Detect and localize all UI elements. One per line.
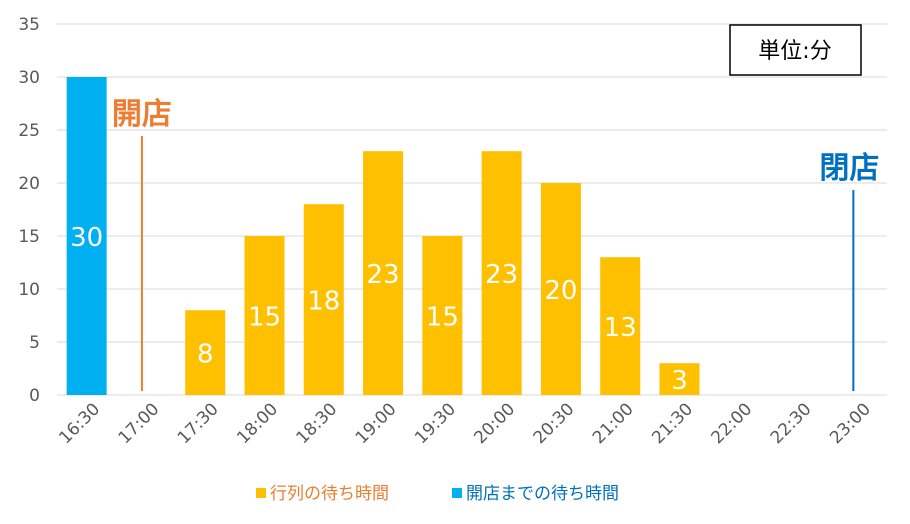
x-tick-label: 19:30	[411, 399, 460, 448]
bar	[659, 363, 700, 395]
x-tick-label: 21:00	[589, 399, 638, 448]
x-tick-label: 21:30	[648, 399, 697, 448]
bar-data-label: 15	[248, 303, 281, 333]
x-tick-label: 18:30	[293, 399, 342, 448]
legend-swatch	[256, 488, 266, 498]
legend-swatch	[452, 488, 462, 498]
y-tick-label: 25	[18, 121, 40, 141]
bar	[481, 151, 522, 395]
x-tick-label: 20:30	[530, 399, 579, 448]
bar	[600, 257, 641, 395]
annotation-label: 閉店	[819, 151, 879, 186]
bar-data-label: 23	[485, 260, 518, 290]
x-tick-label: 17:30	[174, 399, 223, 448]
x-tick-label: 18:00	[233, 399, 282, 448]
unit-box	[729, 24, 862, 76]
annotation-label: 開店	[112, 97, 172, 132]
bar	[363, 151, 404, 395]
bar	[540, 183, 581, 395]
y-tick-label: 0	[29, 386, 40, 406]
bar-data-label: 15	[426, 303, 459, 333]
bar	[244, 236, 285, 395]
x-tick-label: 19:00	[352, 399, 401, 448]
bar	[66, 77, 107, 395]
legend-label: 行列の待ち時間	[270, 484, 389, 504]
bar	[303, 204, 344, 395]
bar-data-label: 18	[307, 287, 340, 317]
y-tick-label: 30	[18, 68, 40, 88]
bar-data-label: 8	[197, 340, 214, 370]
x-tick-label: 22:00	[708, 399, 757, 448]
bar-data-label: 20	[544, 276, 577, 306]
x-tick-label: 20:00	[470, 399, 519, 448]
bar-data-label: 23	[367, 260, 400, 290]
y-tick-label: 10	[18, 280, 40, 300]
x-tick-label: 17:00	[115, 399, 164, 448]
bar-data-label: 13	[604, 313, 637, 343]
x-tick-label: 23:00	[826, 399, 875, 448]
bar-data-label: 3	[671, 366, 688, 396]
y-tick-label: 5	[29, 333, 40, 353]
bar	[185, 310, 226, 395]
y-tick-label: 15	[18, 227, 40, 247]
bar	[422, 236, 463, 395]
x-tick-label: 22:30	[767, 399, 816, 448]
legend-label: 開店までの待ち時間	[466, 484, 619, 504]
bar-data-label: 30	[70, 223, 103, 253]
y-tick-label: 20	[18, 174, 40, 194]
x-tick-label: 16:30	[55, 399, 104, 448]
unit-label: 単位:分	[758, 39, 831, 64]
y-tick-label: 35	[18, 15, 40, 35]
